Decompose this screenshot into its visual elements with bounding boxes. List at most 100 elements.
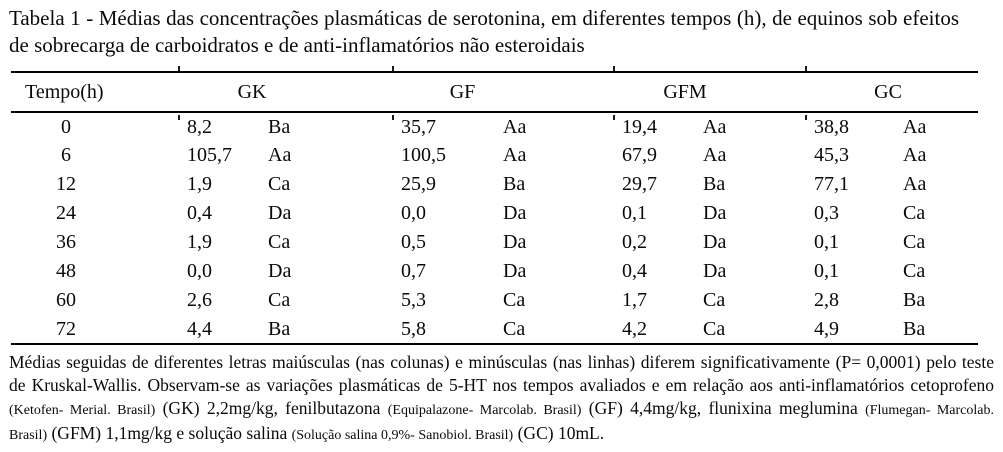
footnote-text: (GFM) 1,1mg/kg e solução salina	[47, 423, 292, 443]
table-row: 24 0,4 Da 0,0 Da 0,1 Da 0,3 Ca	[11, 199, 978, 228]
tempo-cell: 24	[56, 202, 76, 224]
footnote-brand-text: (Flumegan- Marcolab. Brasil)	[9, 403, 994, 443]
column-boundary-tick	[613, 66, 615, 71]
gc-letter-cell: Ca	[903, 202, 926, 224]
column-boundary-tick	[178, 115, 180, 120]
gfm-letter-cell: Ba	[703, 173, 726, 195]
gk-value-cell: 0,4	[187, 202, 212, 224]
tempo-cell: 60	[56, 289, 76, 311]
gc-letter-cell: Ca	[903, 231, 926, 253]
gk-letter-cell: Ba	[268, 115, 291, 138]
footnote-brand-text: (Solução salina 0,9%- Sanobiol. Brasil)	[291, 428, 514, 443]
gc-value-cell: 45,3	[814, 144, 850, 166]
column-boundary-tick	[805, 115, 807, 120]
gfm-value-cell: 0,1	[622, 202, 648, 224]
table-row: 12 1,9 Ca 25,9 Ba 29,7 Ba 77,1 Aa	[11, 170, 978, 199]
gc-value-cell: 38,8	[814, 115, 850, 138]
gf-letter-cell: Ba	[503, 173, 526, 195]
tempo-cell: 6	[61, 144, 71, 166]
gk-letter-cell: Da	[268, 260, 292, 282]
serotonin-table: Tempo(h) GK GF GFM GC 0 8,2 Ba 35,7 Aa 1…	[11, 71, 979, 345]
gk-letter-cell: Ca	[268, 173, 291, 195]
gc-value-cell: 0,3	[814, 202, 840, 224]
gk-value-cell: 105,7	[187, 144, 232, 166]
column-boundary-tick	[805, 66, 807, 71]
gk-value-cell: 2,6	[187, 289, 212, 311]
gc-value-cell: 0,1	[814, 260, 840, 282]
gk-letter-cell: Ba	[268, 317, 291, 340]
gc-value-cell: 4,9	[814, 317, 840, 340]
gf-value-cell: 5,3	[401, 289, 427, 311]
gfm-letter-cell: Ca	[703, 317, 726, 340]
tempo-cell: 0	[61, 115, 71, 138]
table-row: 6 105,7 Aa 100,5 Aa 67,9 Aa 45,3 Aa	[11, 141, 978, 170]
table-row: 60 2,6 Ca 5,3 Ca 1,7 Ca 2,8 Ba	[11, 286, 978, 315]
gf-letter-cell: Ca	[503, 317, 526, 340]
gc-letter-cell: Aa	[903, 144, 927, 166]
gfm-value-cell: 29,7	[622, 173, 658, 195]
column-boundary-tick	[392, 66, 394, 71]
column-header-tempo: Tempo(h)	[25, 80, 104, 103]
gf-value-cell: 100,5	[401, 144, 447, 166]
tempo-cell: 36	[56, 231, 76, 253]
gc-value-cell: 2,8	[814, 289, 840, 311]
gf-letter-cell: Da	[503, 260, 527, 282]
gk-value-cell: 4,4	[187, 317, 212, 340]
gk-letter-cell: Da	[268, 202, 292, 224]
column-boundary-tick	[178, 66, 180, 71]
gf-letter-cell: Da	[503, 231, 527, 253]
column-header-gk: GK	[237, 80, 267, 103]
gf-value-cell: 0,5	[401, 231, 427, 253]
gk-letter-cell: Aa	[268, 144, 292, 166]
footnote-text: Médias seguidas de diferentes letras mai…	[9, 352, 994, 395]
footnote-brand-text: (Equipalazone- Marcolab. Brasil)	[387, 403, 582, 418]
gf-value-cell: 35,7	[401, 115, 437, 138]
gfm-letter-cell: Aa	[703, 115, 727, 138]
gc-value-cell: 0,1	[814, 231, 840, 253]
column-header-gf: GF	[449, 80, 476, 103]
gc-letter-cell: Aa	[903, 173, 927, 195]
footnote-text: (GK) 2,2mg/kg, fenilbutazona	[155, 398, 388, 418]
column-boundary-tick	[392, 115, 394, 120]
gfm-value-cell: 19,4	[622, 115, 658, 138]
gfm-letter-cell: Da	[703, 260, 727, 282]
table-row: 72 4,4 Ba 5,8 Ca 4,2 Ca 4,9 Ba	[11, 315, 978, 344]
gf-value-cell: 0,7	[401, 260, 427, 282]
table-row: 0 8,2 Ba 35,7 Aa 19,4 Aa 38,8 Aa	[11, 112, 978, 141]
tempo-cell: 72	[56, 317, 76, 340]
header-row: Tempo(h) GK GF GFM GC	[11, 72, 979, 112]
column-header-gc: GC	[874, 80, 902, 103]
gfm-letter-cell: Ca	[703, 289, 726, 311]
gk-letter-cell: Ca	[268, 231, 291, 253]
gfm-value-cell: 4,2	[622, 317, 648, 340]
table-caption: Tabela 1 - Médias das concentrações plas…	[9, 6, 959, 57]
gk-value-cell: 8,2	[187, 115, 212, 138]
gk-value-cell: 1,9	[187, 231, 212, 253]
gf-letter-cell: Ca	[503, 289, 526, 311]
gfm-letter-cell: Aa	[703, 144, 727, 166]
gc-letter-cell: Ba	[903, 289, 926, 311]
footnote-brand-text: (Ketofen- Merial. Brasil)	[9, 403, 156, 418]
column-header-gfm: GFM	[663, 80, 707, 103]
column-boundary-tick	[613, 115, 615, 120]
gfm-value-cell: 0,2	[622, 231, 648, 253]
gc-letter-cell: Ca	[903, 260, 926, 282]
gfm-letter-cell: Da	[703, 231, 727, 253]
gfm-value-cell: 1,7	[622, 289, 648, 311]
tempo-cell: 48	[56, 260, 76, 282]
gf-value-cell: 0,0	[401, 202, 427, 224]
gf-letter-cell: Da	[503, 202, 527, 224]
gf-value-cell: 25,9	[401, 173, 437, 195]
gk-value-cell: 1,9	[187, 173, 212, 195]
gf-value-cell: 5,8	[401, 317, 427, 340]
table-footnote: Médias seguidas de diferentes letras mai…	[9, 351, 994, 447]
table-row: 48 0,0 Da 0,7 Da 0,4 Da 0,1 Ca	[11, 257, 978, 286]
gk-value-cell: 0,0	[187, 260, 212, 282]
footnote-text: (GC) 10mL.	[513, 423, 605, 443]
gc-letter-cell: Ba	[903, 317, 926, 340]
gc-value-cell: 77,1	[814, 173, 850, 195]
gfm-letter-cell: Da	[703, 202, 727, 224]
table-row: 36 1,9 Ca 0,5 Da 0,2 Da 0,1 Ca	[11, 228, 978, 257]
gfm-value-cell: 0,4	[622, 260, 648, 282]
